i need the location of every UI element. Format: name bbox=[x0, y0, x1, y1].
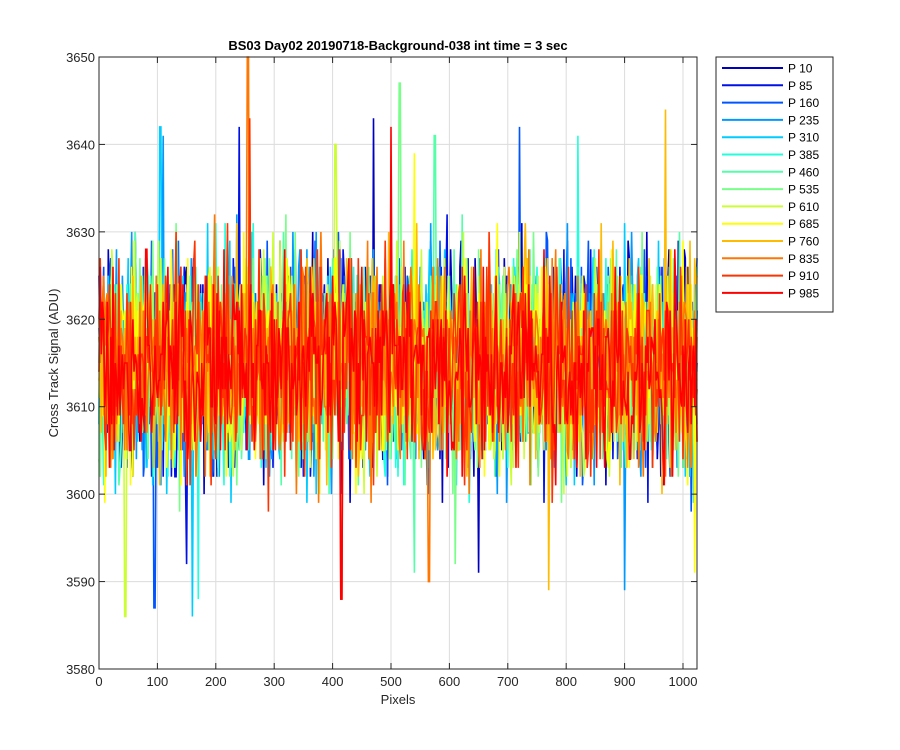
legend-label: P 460 bbox=[788, 165, 819, 179]
x-tick-label: 400 bbox=[322, 674, 344, 689]
legend-label: P 760 bbox=[788, 235, 819, 249]
legend-label: P 910 bbox=[788, 269, 819, 283]
legend-label: P 385 bbox=[788, 148, 819, 162]
legend-label: P 610 bbox=[788, 200, 819, 214]
y-tick-label: 3640 bbox=[66, 137, 95, 152]
x-tick-label: 900 bbox=[614, 674, 636, 689]
x-tick-label: 600 bbox=[439, 674, 461, 689]
legend-label: P 235 bbox=[788, 113, 819, 127]
y-tick-label: 3580 bbox=[66, 662, 95, 677]
legend-label: P 685 bbox=[788, 217, 819, 231]
y-axis-ticks: 3580 3590 3600 3610 3620 3630 3640 3650 bbox=[66, 50, 697, 677]
x-tick-label: 700 bbox=[497, 674, 519, 689]
x-axis-label: Pixels bbox=[381, 692, 416, 707]
series-line-p-985 bbox=[98, 126, 698, 600]
x-tick-label: 500 bbox=[380, 674, 402, 689]
y-tick-label: 3610 bbox=[66, 400, 95, 415]
legend: P 10 P 85 P 160 P 235 P 310 P 385 P 460 P 535 P … bbox=[715, 56, 834, 313]
x-tick-label: 300 bbox=[263, 674, 285, 689]
x-axis-ticks: 0 100 200 300 400 500 600 700 800 900 1000 bbox=[95, 57, 697, 689]
y-tick-label: 3590 bbox=[66, 575, 95, 590]
legend-label: P 535 bbox=[788, 183, 819, 197]
legend-label: P 835 bbox=[788, 252, 819, 266]
x-tick-label: 100 bbox=[147, 674, 169, 689]
y-tick-label: 3630 bbox=[66, 225, 95, 240]
x-tick-label: 0 bbox=[95, 674, 102, 689]
y-axis-label: Cross Track Signal (ADU) bbox=[46, 289, 61, 438]
legend-box bbox=[715, 56, 834, 313]
y-tick-label: 3650 bbox=[66, 50, 95, 65]
chart-title: BS03 Day02 20190718-Background-038 int t… bbox=[228, 38, 567, 53]
legend-label: P 160 bbox=[788, 96, 819, 110]
x-tick-label: 800 bbox=[555, 674, 577, 689]
series-lines bbox=[98, 56, 698, 618]
legend-label: P 10 bbox=[788, 62, 813, 76]
x-tick-label: 1000 bbox=[669, 674, 698, 689]
y-tick-label: 3620 bbox=[66, 312, 95, 327]
plot-frame bbox=[98, 56, 698, 670]
legend-label: P 85 bbox=[788, 79, 813, 93]
legend-label: P 310 bbox=[788, 131, 819, 145]
y-tick-label: 3600 bbox=[66, 487, 95, 502]
x-tick-label: 200 bbox=[205, 674, 227, 689]
legend-label: P 985 bbox=[788, 286, 819, 300]
